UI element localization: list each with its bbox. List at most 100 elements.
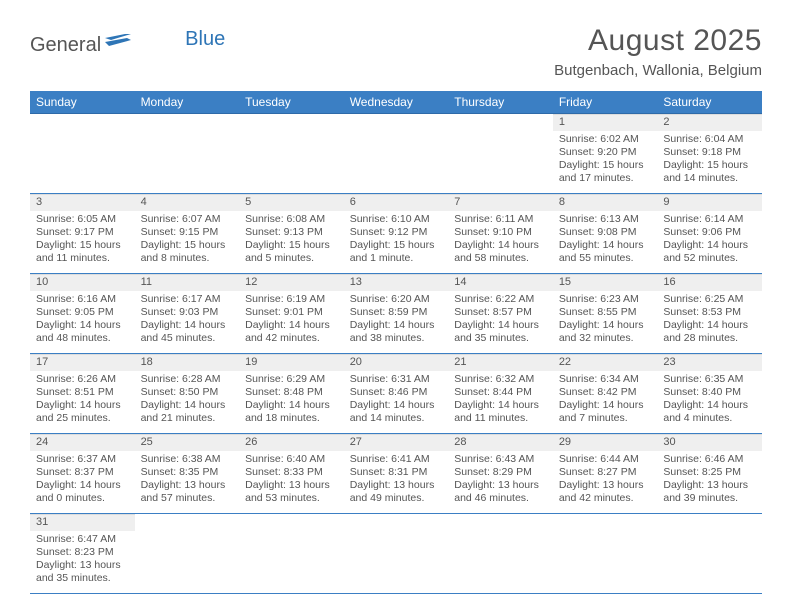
day-cell (344, 114, 449, 194)
day-content: Sunrise: 6:38 AMSunset: 8:35 PMDaylight:… (135, 451, 240, 510)
day-cell (448, 514, 553, 594)
sunrise-text: Sunrise: 6:47 AM (36, 533, 129, 546)
day-cell: 13Sunrise: 6:20 AMSunset: 8:59 PMDayligh… (344, 274, 449, 354)
daylight-text: Daylight: 14 hours and 55 minutes. (559, 239, 652, 265)
day-number: 12 (239, 274, 344, 291)
sunset-text: Sunset: 8:25 PM (663, 466, 756, 479)
day-number: 29 (553, 434, 658, 451)
day-cell: 31Sunrise: 6:47 AMSunset: 8:23 PMDayligh… (30, 514, 135, 594)
daylight-text: Daylight: 14 hours and 21 minutes. (141, 399, 234, 425)
sunrise-text: Sunrise: 6:05 AM (36, 213, 129, 226)
sunrise-text: Sunrise: 6:32 AM (454, 373, 547, 386)
day-cell: 22Sunrise: 6:34 AMSunset: 8:42 PMDayligh… (553, 354, 658, 434)
day-number: 28 (448, 434, 553, 451)
week-row: 24Sunrise: 6:37 AMSunset: 8:37 PMDayligh… (30, 434, 762, 514)
day-content: Sunrise: 6:46 AMSunset: 8:25 PMDaylight:… (657, 451, 762, 510)
day-cell: 12Sunrise: 6:19 AMSunset: 9:01 PMDayligh… (239, 274, 344, 354)
day-cell: 30Sunrise: 6:46 AMSunset: 8:25 PMDayligh… (657, 434, 762, 514)
day-cell: 17Sunrise: 6:26 AMSunset: 8:51 PMDayligh… (30, 354, 135, 434)
week-row: 31Sunrise: 6:47 AMSunset: 8:23 PMDayligh… (30, 514, 762, 594)
sunrise-text: Sunrise: 6:23 AM (559, 293, 652, 306)
day-number: 25 (135, 434, 240, 451)
sunrise-text: Sunrise: 6:04 AM (663, 133, 756, 146)
sunset-text: Sunset: 9:05 PM (36, 306, 129, 319)
sunrise-text: Sunrise: 6:22 AM (454, 293, 547, 306)
day-content: Sunrise: 6:47 AMSunset: 8:23 PMDaylight:… (30, 531, 135, 590)
day-cell: 18Sunrise: 6:28 AMSunset: 8:50 PMDayligh… (135, 354, 240, 434)
sunrise-text: Sunrise: 6:35 AM (663, 373, 756, 386)
week-row: 17Sunrise: 6:26 AMSunset: 8:51 PMDayligh… (30, 354, 762, 434)
sunset-text: Sunset: 8:51 PM (36, 386, 129, 399)
day-content: Sunrise: 6:35 AMSunset: 8:40 PMDaylight:… (657, 371, 762, 430)
day-cell: 27Sunrise: 6:41 AMSunset: 8:31 PMDayligh… (344, 434, 449, 514)
daylight-text: Daylight: 14 hours and 14 minutes. (350, 399, 443, 425)
day-cell: 8Sunrise: 6:13 AMSunset: 9:08 PMDaylight… (553, 194, 658, 274)
daylight-text: Daylight: 13 hours and 42 minutes. (559, 479, 652, 505)
daylight-text: Daylight: 15 hours and 1 minute. (350, 239, 443, 265)
daylight-text: Daylight: 14 hours and 7 minutes. (559, 399, 652, 425)
day-content: Sunrise: 6:37 AMSunset: 8:37 PMDaylight:… (30, 451, 135, 510)
flag-icon (105, 34, 131, 57)
day-content: Sunrise: 6:08 AMSunset: 9:13 PMDaylight:… (239, 211, 344, 270)
day-number: 7 (448, 194, 553, 211)
day-header: Monday (135, 91, 240, 114)
daylight-text: Daylight: 13 hours and 53 minutes. (245, 479, 338, 505)
daylight-text: Daylight: 13 hours and 35 minutes. (36, 559, 129, 585)
day-cell: 28Sunrise: 6:43 AMSunset: 8:29 PMDayligh… (448, 434, 553, 514)
sunrise-text: Sunrise: 6:25 AM (663, 293, 756, 306)
sunset-text: Sunset: 8:46 PM (350, 386, 443, 399)
daylight-text: Daylight: 14 hours and 45 minutes. (141, 319, 234, 345)
day-cell: 16Sunrise: 6:25 AMSunset: 8:53 PMDayligh… (657, 274, 762, 354)
daylight-text: Daylight: 14 hours and 18 minutes. (245, 399, 338, 425)
day-number: 8 (553, 194, 658, 211)
sunset-text: Sunset: 8:37 PM (36, 466, 129, 479)
day-content: Sunrise: 6:29 AMSunset: 8:48 PMDaylight:… (239, 371, 344, 430)
sunset-text: Sunset: 8:35 PM (141, 466, 234, 479)
sunrise-text: Sunrise: 6:40 AM (245, 453, 338, 466)
sunrise-text: Sunrise: 6:02 AM (559, 133, 652, 146)
day-number: 19 (239, 354, 344, 371)
sunset-text: Sunset: 9:17 PM (36, 226, 129, 239)
sunset-text: Sunset: 8:27 PM (559, 466, 652, 479)
daylight-text: Daylight: 15 hours and 5 minutes. (245, 239, 338, 265)
day-cell: 7Sunrise: 6:11 AMSunset: 9:10 PMDaylight… (448, 194, 553, 274)
daylight-text: Daylight: 14 hours and 42 minutes. (245, 319, 338, 345)
day-cell (344, 514, 449, 594)
day-content: Sunrise: 6:26 AMSunset: 8:51 PMDaylight:… (30, 371, 135, 430)
day-number: 10 (30, 274, 135, 291)
daylight-text: Daylight: 14 hours and 0 minutes. (36, 479, 129, 505)
day-number: 6 (344, 194, 449, 211)
sunrise-text: Sunrise: 6:26 AM (36, 373, 129, 386)
logo: General Blue (30, 34, 225, 57)
week-row: 1Sunrise: 6:02 AMSunset: 9:20 PMDaylight… (30, 114, 762, 194)
day-content: Sunrise: 6:20 AMSunset: 8:59 PMDaylight:… (344, 291, 449, 350)
day-cell (239, 114, 344, 194)
sunrise-text: Sunrise: 6:38 AM (141, 453, 234, 466)
sunrise-text: Sunrise: 6:44 AM (559, 453, 652, 466)
sunrise-text: Sunrise: 6:31 AM (350, 373, 443, 386)
daylight-text: Daylight: 13 hours and 39 minutes. (663, 479, 756, 505)
day-header: Friday (553, 91, 658, 114)
calendar-table: SundayMondayTuesdayWednesdayThursdayFrid… (30, 91, 762, 594)
day-content: Sunrise: 6:22 AMSunset: 8:57 PMDaylight:… (448, 291, 553, 350)
day-cell (239, 514, 344, 594)
sunrise-text: Sunrise: 6:16 AM (36, 293, 129, 306)
day-header: Sunday (30, 91, 135, 114)
daylight-text: Daylight: 14 hours and 4 minutes. (663, 399, 756, 425)
sunrise-text: Sunrise: 6:08 AM (245, 213, 338, 226)
title-block: August 2025 Butgenbach, Wallonia, Belgiu… (554, 24, 762, 79)
sunrise-text: Sunrise: 6:37 AM (36, 453, 129, 466)
day-cell (135, 514, 240, 594)
logo-general-text: General (30, 34, 101, 57)
day-number: 21 (448, 354, 553, 371)
sunset-text: Sunset: 8:53 PM (663, 306, 756, 319)
day-number: 22 (553, 354, 658, 371)
daylight-text: Daylight: 15 hours and 8 minutes. (141, 239, 234, 265)
month-title: August 2025 (554, 24, 762, 58)
sunrise-text: Sunrise: 6:10 AM (350, 213, 443, 226)
day-cell: 26Sunrise: 6:40 AMSunset: 8:33 PMDayligh… (239, 434, 344, 514)
day-content: Sunrise: 6:41 AMSunset: 8:31 PMDaylight:… (344, 451, 449, 510)
sunset-text: Sunset: 8:29 PM (454, 466, 547, 479)
sunset-text: Sunset: 8:23 PM (36, 546, 129, 559)
day-number: 17 (30, 354, 135, 371)
